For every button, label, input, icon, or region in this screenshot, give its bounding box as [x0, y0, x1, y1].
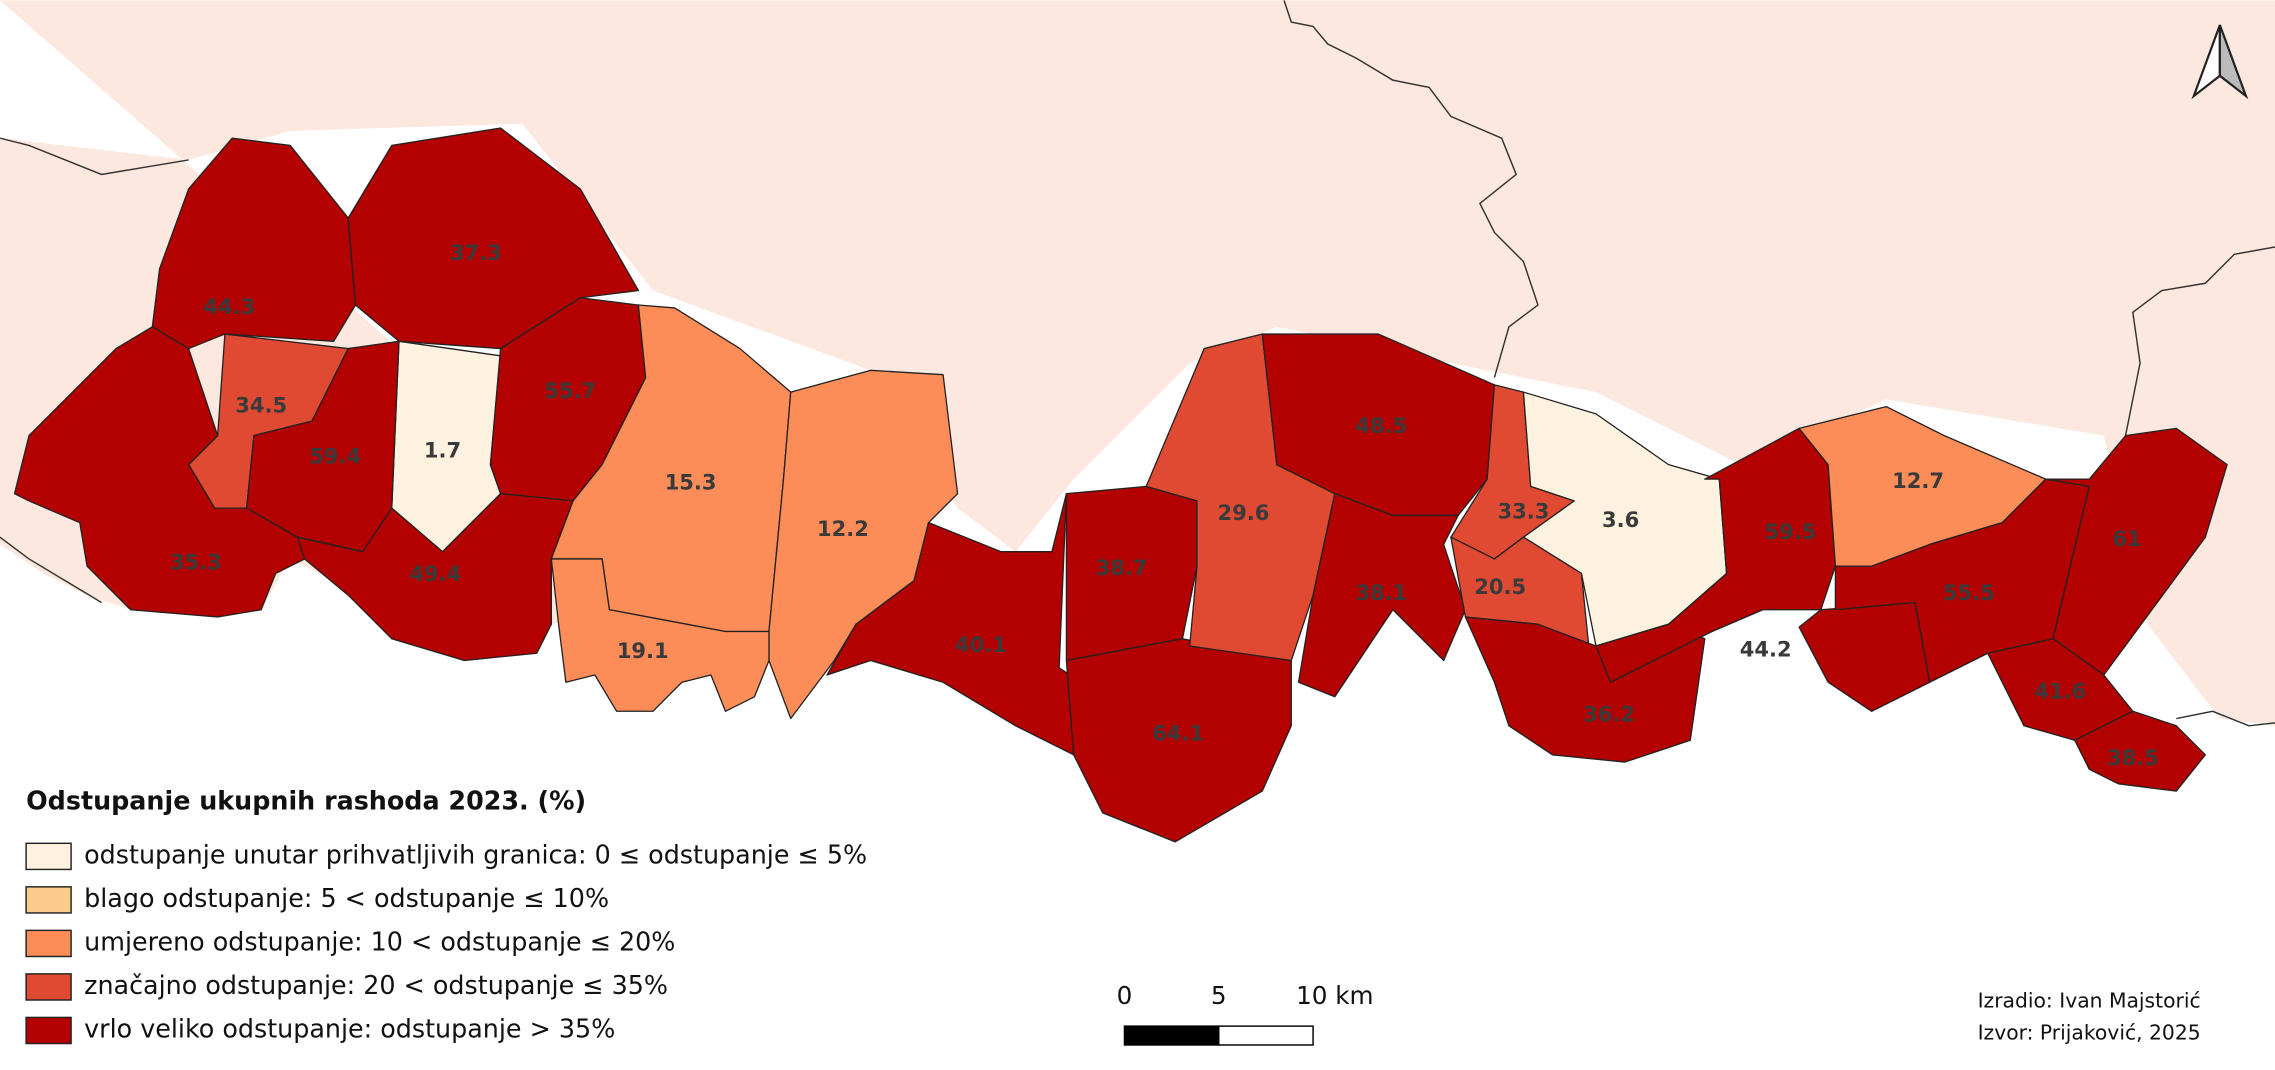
region — [347, 127, 640, 350]
region — [1297, 492, 1467, 698]
legend-swatch — [25, 886, 72, 914]
legend-label: vrlo veliko odstupanje: odstupanje > 35% — [84, 1013, 615, 1043]
region-label: 12.7 — [1892, 468, 1944, 493]
credit: Izvor: Prijaković, 2025 — [1978, 1020, 2201, 1044]
region-label: 3.6 — [1602, 507, 1639, 532]
region-label: 48.5 — [1355, 413, 1407, 438]
legend-swatch — [25, 1016, 72, 1045]
region-label: 59.5 — [1764, 519, 1816, 544]
legend-label: značajno odstupanje: 20 < odstupanje ≤ 3… — [84, 970, 668, 1000]
legend-label: blago odstupanje: 5 < odstupanje ≤ 10% — [84, 883, 609, 913]
legend-swatch — [25, 842, 72, 871]
border-line — [0, 137, 189, 176]
region — [2045, 427, 2228, 676]
region-label: 19.1 — [617, 638, 669, 663]
scale-segment — [1218, 1025, 1314, 1046]
legend: Odstupanje ukupnih rashoda 2023. (%) ods… — [25, 786, 867, 1045]
region-label: 64.1 — [1152, 720, 1204, 745]
region-label: 61 — [2112, 526, 2141, 551]
regions — [13, 127, 2228, 843]
region — [1798, 601, 1931, 712]
region-label: 44.2 — [1740, 636, 1792, 661]
region-label: 36.2 — [1583, 702, 1635, 727]
region-label: 40.1 — [955, 632, 1007, 657]
border-line — [0, 536, 102, 604]
region-label: 44.3 — [203, 294, 255, 319]
legend-label: umjereno odstupanje: 10 < odstupanje ≤ 2… — [84, 926, 675, 956]
border-line — [2124, 246, 2275, 436]
region-label: 38.7 — [1096, 555, 1148, 580]
legend-title: Odstupanje ukupnih rashoda 2023. (%) — [26, 786, 586, 816]
border-line — [1283, 0, 1539, 378]
legend-swatch — [25, 929, 72, 958]
region-label: 35.3 — [170, 549, 222, 574]
region-label: 33.3 — [1498, 499, 1550, 524]
region — [2074, 710, 2207, 792]
region-label: 12.2 — [817, 516, 869, 541]
region-label: 59.4 — [309, 443, 361, 468]
region-label: 38.1 — [1355, 580, 1407, 605]
scale-label: 0 — [1117, 981, 1133, 1010]
legend-swatch — [25, 973, 72, 1001]
legend-label: odstupanje unutar prihvatljivih granica:… — [84, 839, 867, 869]
region-label: 49.4 — [409, 561, 461, 586]
scale-segment — [1123, 1025, 1220, 1046]
scale-bar: 0 5 10 km — [1117, 981, 1374, 1046]
region-label: 38.5 — [2107, 745, 2159, 770]
region — [550, 558, 770, 712]
region-labels: 44.3 37.3 34.5 1.7 55.7 59.4 35.3 49.4 15.3 12.2 1… — [170, 240, 2159, 770]
region-label: 34.5 — [235, 393, 287, 418]
region-label: 37.3 — [450, 240, 502, 265]
scale-label: 5 — [1211, 981, 1227, 1010]
region-label: 55.7 — [544, 378, 596, 403]
region-label: 29.6 — [1217, 500, 1269, 525]
north-arrow — [2191, 24, 2249, 100]
region-label: 55.5 — [1943, 580, 1995, 605]
border-line — [2176, 710, 2275, 727]
region-label: 15.3 — [665, 469, 717, 494]
region — [296, 492, 574, 662]
scale-label: 10 km — [1296, 981, 1374, 1010]
region-label: 20.5 — [1474, 574, 1526, 599]
credit: Izradio: Ivan Majstorić — [1978, 988, 2201, 1012]
region-label: 41.6 — [2034, 678, 2086, 703]
region-label: 1.7 — [424, 438, 461, 463]
